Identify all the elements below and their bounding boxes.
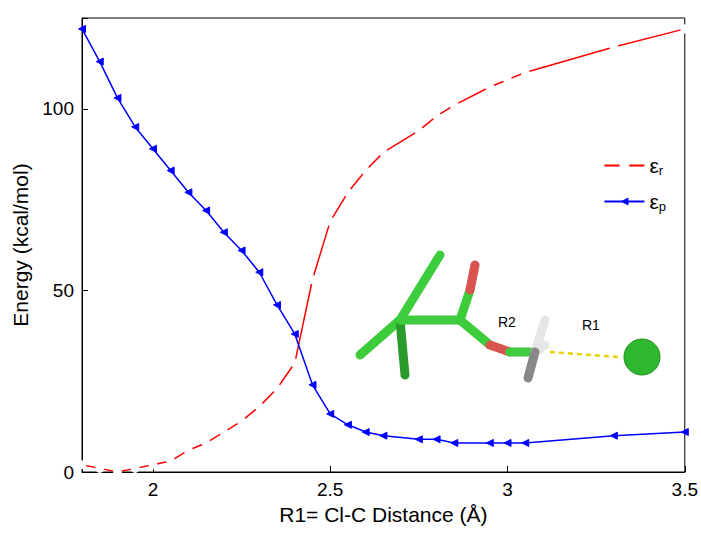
svg-text:3.5: 3.5 — [672, 479, 698, 500]
svg-text:R2: R2 — [498, 314, 516, 330]
svg-text:ε: ε — [649, 190, 658, 213]
svg-text:ε: ε — [649, 154, 658, 177]
svg-text:3: 3 — [502, 479, 513, 500]
svg-text:100: 100 — [42, 98, 74, 119]
svg-text:r: r — [659, 163, 664, 178]
svg-text:p: p — [659, 199, 666, 214]
svg-text:R1= Cl-C Distance (Å): R1= Cl-C Distance (Å) — [279, 503, 487, 526]
svg-text:50: 50 — [53, 280, 74, 301]
svg-text:2: 2 — [148, 479, 159, 500]
svg-text:0: 0 — [63, 462, 74, 483]
svg-text:2.5: 2.5 — [317, 479, 343, 500]
svg-text:Energy (kcal/mol): Energy (kcal/mol) — [9, 163, 32, 326]
svg-text:R1: R1 — [582, 317, 600, 333]
